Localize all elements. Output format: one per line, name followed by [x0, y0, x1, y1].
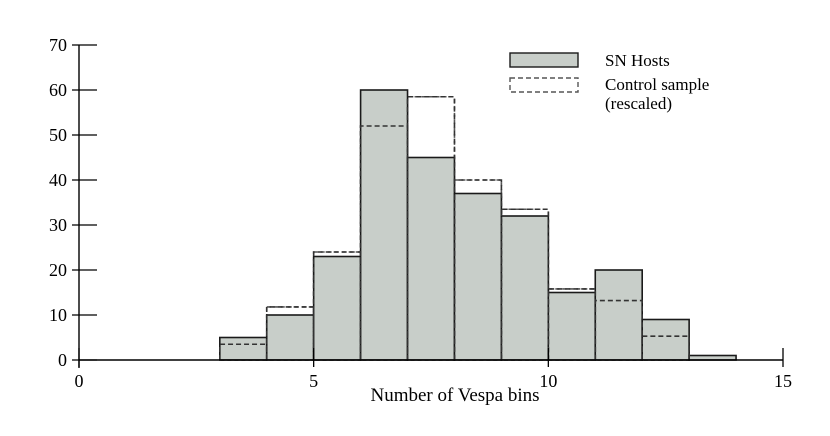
x-tick-label: 10 — [539, 371, 557, 391]
y-tick-label: 70 — [49, 35, 67, 55]
x-axis-label: Number of Vespa bins — [370, 385, 539, 406]
control-sample-step — [641, 335, 690, 360]
y-tick-label: 60 — [49, 80, 67, 100]
control-sample-step — [594, 299, 643, 360]
x-tick-label: 5 — [309, 371, 318, 391]
legend: SN Hosts Control sample(rescaled) — [509, 51, 709, 113]
control-sample-step — [500, 208, 550, 360]
y-tick-label: 50 — [49, 125, 67, 145]
legend-label-control-sample: (rescaled) — [605, 94, 672, 113]
sn-hosts-bar — [500, 215, 550, 361]
y-tick-label: 40 — [49, 170, 67, 190]
y-tick-label: 10 — [49, 305, 67, 325]
control-sample-step — [265, 306, 315, 360]
sn-hosts-series — [219, 89, 737, 361]
sn-hosts-bar — [219, 336, 268, 361]
y-tick-label: 0 — [58, 350, 67, 370]
control-sample-overlay — [219, 95, 690, 360]
sn-hosts-bar — [641, 318, 690, 361]
legend-label-sn-hosts: SN Hosts — [605, 51, 670, 70]
x-tick-label: 15 — [774, 371, 792, 391]
control-sample-step — [359, 125, 409, 360]
axes: 0 10 20 30 40 50 60 70 0 5 10 15 — [49, 35, 792, 391]
sn-hosts-bar — [406, 156, 456, 361]
legend-swatch-sn-hosts — [509, 52, 579, 68]
sn-hosts-bar — [359, 89, 409, 361]
sn-hosts-bar — [265, 314, 315, 361]
x-tick-label: 0 — [75, 371, 84, 391]
control-sample-step — [312, 251, 362, 360]
sn-hosts-bar — [547, 291, 597, 361]
legend-swatch-control-sample — [509, 77, 579, 93]
y-tick-label: 20 — [49, 260, 67, 280]
y-tick-label: 30 — [49, 215, 67, 235]
sn-hosts-bar — [453, 192, 503, 361]
sn-hosts-bar — [594, 269, 643, 361]
sn-hosts-bar — [312, 255, 362, 361]
legend-label-control-sample: Control sample — [605, 75, 709, 94]
